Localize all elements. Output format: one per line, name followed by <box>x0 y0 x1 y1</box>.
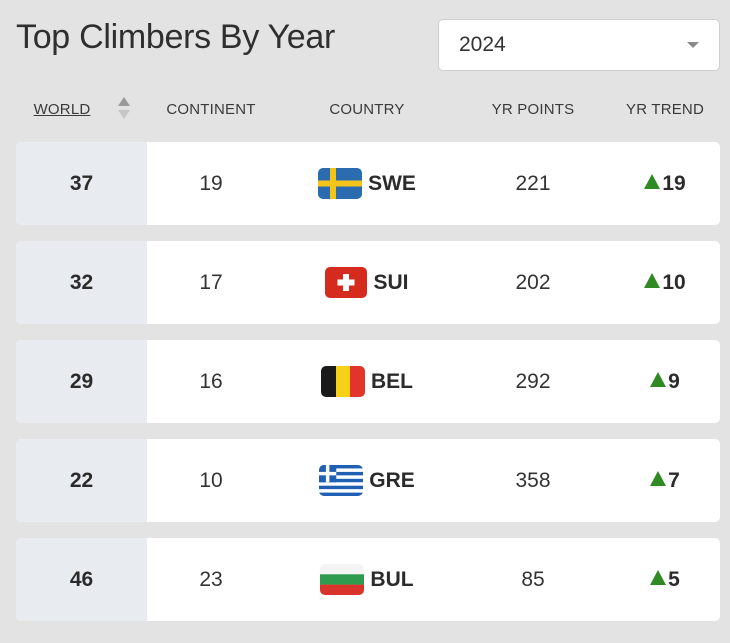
column-header-world[interactable]: WORLD <box>33 101 91 118</box>
column-header-continent: CONTINENT <box>166 101 256 118</box>
world-rank: 29 <box>16 340 147 423</box>
world-rank: 46 <box>16 538 147 621</box>
belgium-flag-icon <box>321 366 365 397</box>
table-row[interactable]: 32 17 SUI 202 10 <box>16 241 720 324</box>
trend-up-icon <box>650 570 667 585</box>
year-trend: 7 <box>610 439 720 522</box>
country-cell: SWE <box>306 142 428 225</box>
trend-up-icon <box>644 174 661 189</box>
column-header-yr-points: YR POINTS <box>491 101 575 118</box>
year-points: 85 <box>521 567 545 591</box>
world-rank: 32 <box>16 241 147 324</box>
trend-up-icon <box>650 372 667 387</box>
trend-up-icon <box>644 273 661 288</box>
country-code: SWE <box>368 171 416 195</box>
trend-value: 10 <box>662 270 686 294</box>
continent-rank: 23 <box>199 567 223 591</box>
continent-rank: 16 <box>199 369 223 393</box>
chevron-down-icon <box>687 42 699 48</box>
country-code: GRE <box>369 468 415 492</box>
climbers-table: 37 19 SWE 221 19 32 17 SUI 202 10 <box>16 142 720 637</box>
year-trend: 9 <box>610 340 720 423</box>
sweden-flag-icon <box>318 168 363 199</box>
year-trend: 5 <box>610 538 720 621</box>
bulgaria-flag-icon <box>320 564 365 595</box>
country-code: SUI <box>373 270 409 294</box>
year-points: 221 <box>515 171 551 195</box>
country-cell: GRE <box>306 439 428 522</box>
column-header-country: COUNTRY <box>329 101 405 118</box>
sort-icon[interactable] <box>118 97 130 123</box>
switzerland-flag-icon <box>325 267 368 298</box>
table-row[interactable]: 22 10 GRE 358 7 <box>16 439 720 522</box>
continent-rank: 19 <box>199 171 223 195</box>
trend-value: 9 <box>668 369 680 393</box>
year-points: 202 <box>515 270 551 294</box>
country-code: BEL <box>371 369 413 393</box>
year-trend: 19 <box>610 142 720 225</box>
greece-flag-icon <box>319 465 364 496</box>
page-title: Top Climbers By Year <box>16 18 336 56</box>
trend-value: 7 <box>668 468 680 492</box>
continent-rank: 17 <box>199 270 223 294</box>
year-trend: 10 <box>610 241 720 324</box>
trend-value: 19 <box>662 171 686 195</box>
country-code: BUL <box>370 567 414 591</box>
continent-rank: 10 <box>199 468 223 492</box>
table-row[interactable]: 37 19 SWE 221 19 <box>16 142 720 225</box>
table-row[interactable]: 29 16 BEL 292 9 <box>16 340 720 423</box>
trend-up-icon <box>650 471 667 486</box>
year-select-value: 2024 <box>459 33 506 56</box>
world-rank: 37 <box>16 142 147 225</box>
year-points: 292 <box>515 369 551 393</box>
world-rank: 22 <box>16 439 147 522</box>
year-select[interactable]: 2024 <box>438 19 720 71</box>
year-points: 358 <box>515 468 551 492</box>
country-cell: BEL <box>306 340 428 423</box>
country-cell: BUL <box>306 538 428 621</box>
country-cell: SUI <box>306 241 428 324</box>
table-header: WORLD CONTINENT COUNTRY YR POINTS YR TRE… <box>16 97 720 123</box>
column-header-yr-trend: YR TREND <box>626 101 704 118</box>
trend-value: 5 <box>668 567 680 591</box>
table-row[interactable]: 46 23 BUL 85 5 <box>16 538 720 621</box>
